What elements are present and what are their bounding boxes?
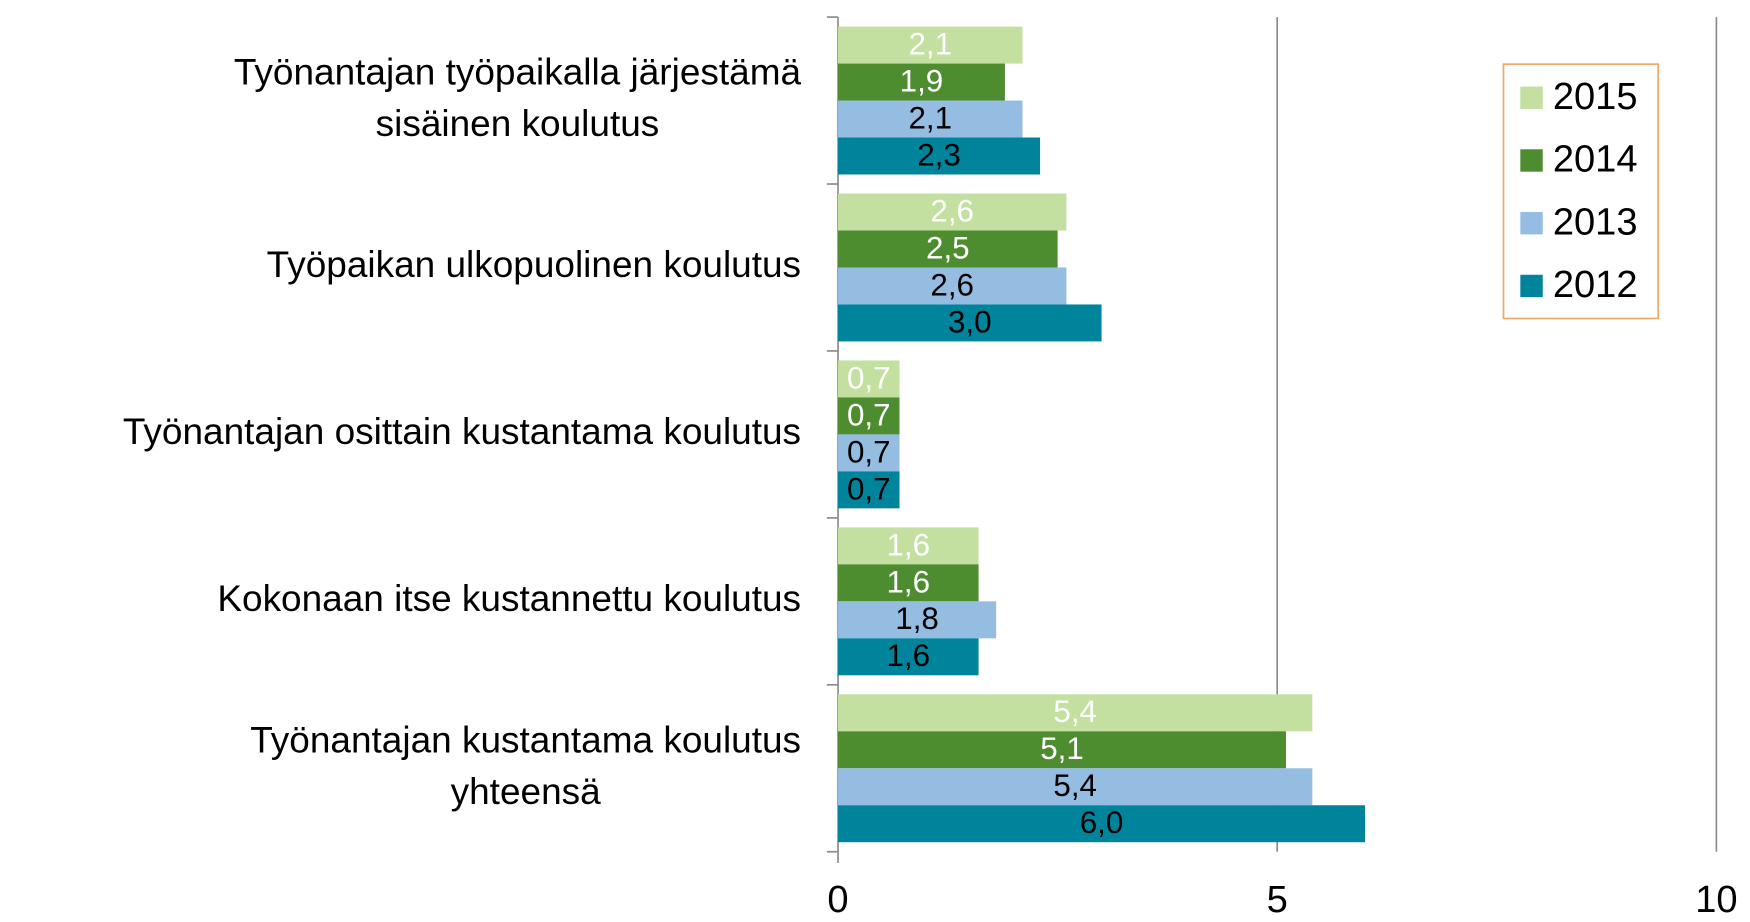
- bar: [838, 601, 997, 639]
- data-label: 2,5: [926, 230, 970, 265]
- legend-label: 2015: [1553, 76, 1638, 118]
- data-label: 0,7: [847, 434, 891, 469]
- data-label: 3,0: [948, 304, 992, 339]
- y-tick-label: Työnantajan kustantama koulutus: [250, 719, 801, 760]
- bar: [838, 137, 1041, 175]
- legend-swatch: [1520, 212, 1543, 235]
- bar: [838, 434, 900, 472]
- bar: [838, 304, 1102, 342]
- data-label: 6,0: [1080, 805, 1124, 840]
- data-label: 0,7: [847, 397, 891, 432]
- data-label: 5,1: [1040, 731, 1084, 766]
- bar: [838, 193, 1067, 231]
- legend-label: 2013: [1553, 201, 1638, 243]
- y-tick-label: Työnantajan työpaikalla järjestämä: [234, 52, 802, 93]
- x-tick-label: 0: [827, 879, 848, 917]
- bar: [838, 527, 979, 565]
- bar: [838, 638, 979, 676]
- legend-swatch: [1520, 149, 1543, 172]
- bar: [838, 100, 1023, 138]
- legend-label: 2012: [1553, 264, 1638, 306]
- bar: [838, 564, 979, 602]
- data-label: 2,3: [917, 137, 961, 172]
- bar: [838, 694, 1313, 732]
- legend-swatch: [1520, 274, 1543, 298]
- data-label: 1,8: [895, 601, 939, 636]
- x-tick-label: 10: [1695, 879, 1737, 917]
- legend-label: 2014: [1553, 139, 1638, 181]
- bar: [838, 360, 900, 398]
- bar: [838, 26, 1023, 64]
- data-label: 5,4: [1053, 694, 1097, 729]
- data-label: 0,7: [847, 360, 891, 395]
- data-label: 2,6: [930, 193, 974, 228]
- data-label: 1,9: [900, 63, 944, 98]
- legend-swatch: [1520, 86, 1543, 109]
- bar: [838, 397, 900, 435]
- y-tick-label: Kokonaan itse kustannettu koulutus: [217, 578, 801, 619]
- x-tick-label: 5: [1267, 879, 1288, 917]
- bar: [838, 63, 1005, 101]
- data-label: 5,4: [1053, 768, 1097, 803]
- y-tick-label: Työpaikan ulkopuolinen koulutus: [267, 244, 801, 285]
- y-tick-label: sisäinen koulutus: [376, 103, 660, 144]
- data-label: 1,6: [886, 638, 930, 673]
- y-tick-label: yhteensä: [451, 771, 601, 812]
- data-label: 1,6: [886, 564, 930, 599]
- data-label: 1,6: [886, 527, 930, 562]
- bar: [838, 805, 1366, 843]
- bar: [838, 230, 1058, 268]
- data-label: 2,6: [930, 267, 974, 302]
- bar: [838, 471, 900, 509]
- y-tick-label: Työnantajan osittain kustantama koulutus: [123, 411, 801, 452]
- bar: [838, 768, 1313, 806]
- data-label: 2,1: [908, 26, 952, 61]
- data-label: 2,1: [908, 100, 952, 135]
- bar: [838, 731, 1286, 769]
- bar: [838, 267, 1067, 305]
- data-label: 0,7: [847, 471, 891, 506]
